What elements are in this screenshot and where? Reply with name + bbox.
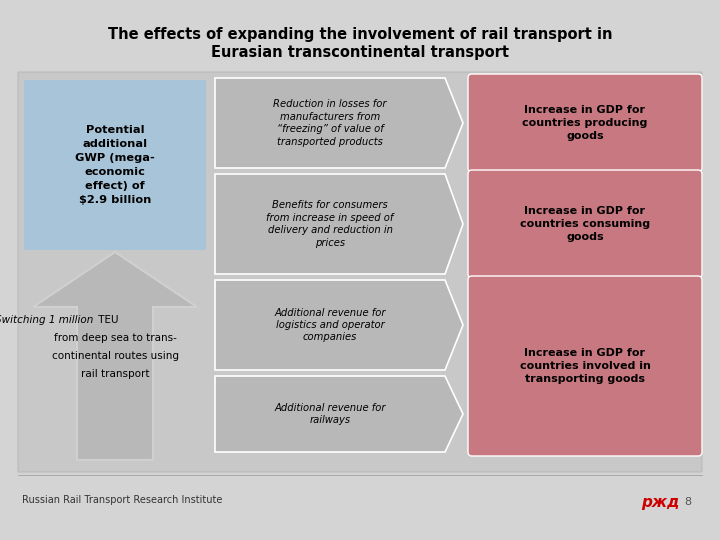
Text: ржд: ржд (641, 495, 679, 510)
Text: Potential
additional
GWP (mega-
economic
effect) of
$2.9 billion: Potential additional GWP (mega- economic… (75, 125, 155, 205)
Text: The effects of expanding the involvement of rail transport in: The effects of expanding the involvement… (108, 28, 612, 43)
FancyBboxPatch shape (468, 276, 702, 456)
Text: Increase in GDP for
countries producing
goods: Increase in GDP for countries producing … (522, 105, 648, 141)
Text: Increase in GDP for
countries involved in
transporting goods: Increase in GDP for countries involved i… (520, 348, 650, 384)
Text: continental routes using: continental routes using (52, 351, 179, 361)
FancyBboxPatch shape (468, 170, 702, 278)
Text: Reduction in losses for
manufacturers from
“freezing” of value of
transported pr: Reduction in losses for manufacturers fr… (274, 99, 387, 146)
Polygon shape (215, 174, 463, 274)
Text: Eurasian transcontinental transport: Eurasian transcontinental transport (211, 45, 509, 60)
Polygon shape (215, 376, 463, 452)
Text: 8: 8 (685, 497, 692, 507)
Text: Increase in GDP for
countries consuming
goods: Increase in GDP for countries consuming … (520, 206, 650, 242)
FancyBboxPatch shape (468, 74, 702, 172)
Polygon shape (33, 252, 197, 460)
Text: Switching 1 million: Switching 1 million (0, 315, 93, 325)
FancyBboxPatch shape (24, 80, 206, 250)
Polygon shape (215, 280, 463, 370)
Text: TEU: TEU (95, 315, 119, 325)
Text: rail transport: rail transport (81, 369, 149, 379)
Text: Russian Rail Transport Research Institute: Russian Rail Transport Research Institut… (22, 495, 222, 505)
Text: Benefits for consumers
from increase in speed of
delivery and reduction in
price: Benefits for consumers from increase in … (266, 200, 394, 248)
Text: Additional revenue for
logistics and operator
companies: Additional revenue for logistics and ope… (274, 308, 386, 342)
Polygon shape (215, 78, 463, 168)
Text: from deep sea to trans-: from deep sea to trans- (53, 333, 176, 343)
Text: Additional revenue for
railways: Additional revenue for railways (274, 403, 386, 425)
FancyBboxPatch shape (18, 72, 702, 472)
